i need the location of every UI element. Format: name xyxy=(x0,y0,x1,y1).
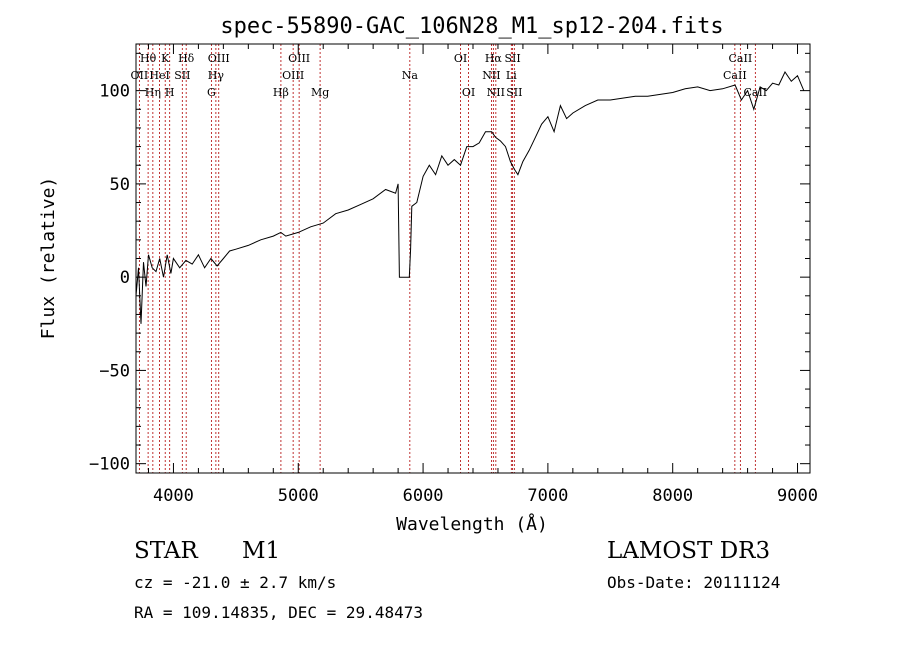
line-marker-label: Mg xyxy=(311,86,329,99)
line-marker-label: SII xyxy=(506,86,522,99)
line-marker-label: OIII xyxy=(282,69,304,82)
line-marker-label: OII xyxy=(131,69,149,82)
object-class: STAR xyxy=(134,538,198,564)
obs-date: Obs-Date: 20111124 xyxy=(607,573,781,592)
line-markers xyxy=(138,44,756,473)
x-tick-label: 4000 xyxy=(153,486,194,506)
line-marker-label: HeI xyxy=(149,69,169,82)
axis-tick-labels: 4000 5000 6000 7000 8000 9000 −100 −50 0 50 100 xyxy=(89,82,818,506)
line-marker-label: Na xyxy=(402,69,419,82)
line-marker-label: CaII xyxy=(729,52,753,65)
line-marker-label: Hγ xyxy=(208,69,225,82)
line-marker-label: Hβ xyxy=(273,86,289,99)
y-axis-label: Flux (relative) xyxy=(38,177,59,340)
line-marker-label: K xyxy=(161,52,170,65)
line-marker-label: NII xyxy=(487,86,505,99)
y-tick-label: 50 xyxy=(110,175,130,195)
line-marker-label: OIII xyxy=(208,52,230,65)
x-tick-label: 7000 xyxy=(527,486,568,506)
y-tick-label: 0 xyxy=(120,268,130,288)
plot-frame xyxy=(135,43,811,474)
x-tick-label: 9000 xyxy=(777,486,818,506)
y-tick-label: −50 xyxy=(99,361,130,381)
y-tick-label: 100 xyxy=(99,82,130,102)
line-marker-label: OI xyxy=(462,86,475,99)
line-marker-label: SII xyxy=(504,52,520,65)
redshift-text: cz = -21.0 ± 2.7 km/s xyxy=(134,573,337,592)
line-marker-label: OIII xyxy=(288,52,310,65)
line-marker-labels: OII Hθ Hη HeI K H SII Hδ G Hγ OIII Hβ OIII OIII Mg Na OI… xyxy=(131,52,768,99)
x-tick-label: 6000 xyxy=(403,486,444,506)
x-axis-label: Wavelength (Å) xyxy=(396,513,548,535)
x-tick-label: 5000 xyxy=(278,486,319,506)
line-marker-label: G xyxy=(207,86,216,99)
line-marker-label: H xyxy=(165,86,175,99)
spectrum-plot: OII Hθ Hη HeI K H SII Hδ G Hγ OIII Hβ OIII OIII Mg Na OI… xyxy=(38,14,818,535)
line-marker-label: SII xyxy=(174,69,190,82)
line-marker-label: NII xyxy=(482,69,500,82)
line-marker-label: Li xyxy=(506,69,517,82)
y-tick-label: −100 xyxy=(89,455,130,475)
chart-title: spec-55890-GAC_106N28_M1_sp12-204.fits xyxy=(220,14,723,39)
line-marker-label: CaII xyxy=(743,86,767,99)
coordinates: RA = 109.14835, DEC = 29.48473 xyxy=(134,603,423,622)
survey-name: LAMOST DR3 xyxy=(607,538,771,564)
line-marker-label: Hα xyxy=(485,52,503,65)
line-marker-label: Hη xyxy=(145,86,161,99)
line-marker-label: OI xyxy=(454,52,467,65)
axis-ticks xyxy=(136,44,810,473)
spectrum-line xyxy=(135,70,805,324)
line-marker-label: Hδ xyxy=(178,52,195,65)
line-marker-label: CaII xyxy=(723,69,747,82)
line-marker-label: Hθ xyxy=(140,52,157,65)
x-tick-label: 8000 xyxy=(652,486,693,506)
object-subclass: M1 xyxy=(242,538,281,564)
